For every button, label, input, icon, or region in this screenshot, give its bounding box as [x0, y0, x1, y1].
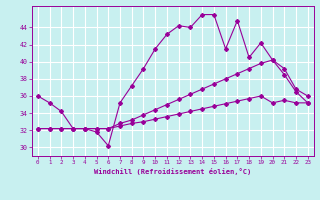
- X-axis label: Windchill (Refroidissement éolien,°C): Windchill (Refroidissement éolien,°C): [94, 168, 252, 175]
